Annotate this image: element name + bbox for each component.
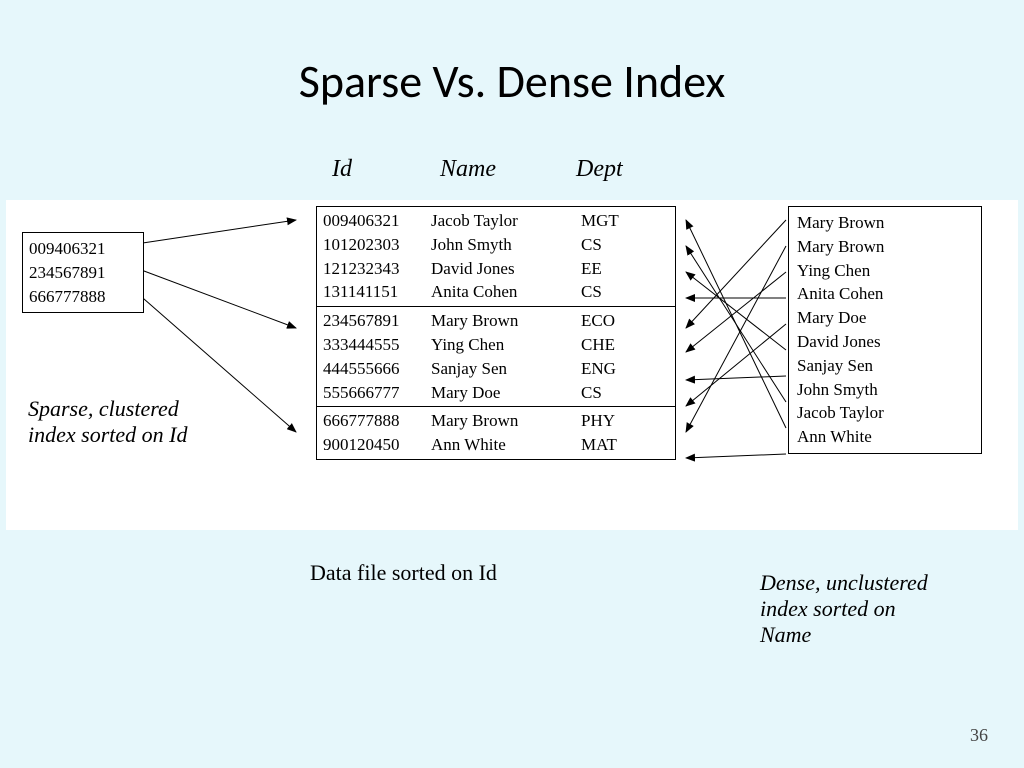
datafile-caption: Data file sorted on Id xyxy=(310,560,497,586)
dense-index-box: Mary BrownMary BrownYing ChenAnita Cohen… xyxy=(788,206,982,454)
data-cell: 666777888 xyxy=(323,409,431,433)
data-cell: 900120450 xyxy=(323,433,431,457)
data-cell: ENG xyxy=(581,357,641,381)
data-cell: David Jones xyxy=(431,257,581,281)
sparse-index-row: 009406321 xyxy=(29,237,137,261)
data-cell: 131141151 xyxy=(323,280,431,304)
data-cell: CHE xyxy=(581,333,641,357)
dense-index-row: John Smyth xyxy=(797,378,973,402)
data-cell: PHY xyxy=(581,409,641,433)
sparse-caption: Sparse, clustered index sorted on Id xyxy=(28,396,188,448)
data-row: 101202303John SmythCS xyxy=(323,233,669,257)
data-cell: Mary Brown xyxy=(431,309,581,333)
col-header-id: Id xyxy=(332,156,352,183)
dense-index-row: Sanjay Sen xyxy=(797,354,973,378)
data-cell: MAT xyxy=(581,433,641,457)
dense-index-row: Anita Cohen xyxy=(797,282,973,306)
dense-caption: Dense, unclustered index sorted on Name xyxy=(760,570,950,648)
data-cell: Ann White xyxy=(431,433,581,457)
dense-index-row: Jacob Taylor xyxy=(797,401,973,425)
data-cell: 009406321 xyxy=(323,209,431,233)
data-cell: 444555666 xyxy=(323,357,431,381)
dense-index-row: Mary Brown xyxy=(797,235,973,259)
data-cell: 555666777 xyxy=(323,381,431,405)
col-header-dept: Dept xyxy=(576,156,623,183)
data-cell: MGT xyxy=(581,209,641,233)
data-row: 666777888Mary BrownPHY xyxy=(323,409,669,433)
sparse-index-row: 666777888 xyxy=(29,285,137,309)
sparse-index-box: 009406321234567891666777888 xyxy=(22,232,144,313)
data-cell: John Smyth xyxy=(431,233,581,257)
data-cell: 333444555 xyxy=(323,333,431,357)
col-header-name: Name xyxy=(440,156,496,183)
data-cell: CS xyxy=(581,233,641,257)
data-block: 234567891Mary BrownECO333444555Ying Chen… xyxy=(317,307,675,407)
data-cell: CS xyxy=(581,280,641,304)
data-row: 333444555Ying ChenCHE xyxy=(323,333,669,357)
slide: Sparse Vs. Dense Index Id Name Dept 0094… xyxy=(0,0,1024,768)
data-cell: Anita Cohen xyxy=(431,280,581,304)
data-cell: Sanjay Sen xyxy=(431,357,581,381)
data-cell: Jacob Taylor xyxy=(431,209,581,233)
dense-index-row: Ying Chen xyxy=(797,259,973,283)
data-cell: 234567891 xyxy=(323,309,431,333)
data-row: 444555666Sanjay SenENG xyxy=(323,357,669,381)
data-row: 131141151Anita CohenCS xyxy=(323,280,669,304)
dense-index-row: Mary Doe xyxy=(797,306,973,330)
data-cell: 101202303 xyxy=(323,233,431,257)
data-cell: Ying Chen xyxy=(431,333,581,357)
data-file-box: 009406321Jacob TaylorMGT101202303John Sm… xyxy=(316,206,676,460)
dense-index-row: David Jones xyxy=(797,330,973,354)
sparse-index-row: 234567891 xyxy=(29,261,137,285)
page-number: 36 xyxy=(970,725,988,746)
data-row: 900120450Ann WhiteMAT xyxy=(323,433,669,457)
slide-title: Sparse Vs. Dense Index xyxy=(0,54,1024,110)
data-row: 121232343David JonesEE xyxy=(323,257,669,281)
data-cell: EE xyxy=(581,257,641,281)
data-block: 009406321Jacob TaylorMGT101202303John Sm… xyxy=(317,207,675,307)
data-block: 666777888Mary BrownPHY900120450Ann White… xyxy=(317,407,675,459)
data-cell: Mary Doe xyxy=(431,381,581,405)
data-row: 234567891Mary BrownECO xyxy=(323,309,669,333)
data-row: 555666777Mary DoeCS xyxy=(323,381,669,405)
data-cell: CS xyxy=(581,381,641,405)
data-row: 009406321Jacob TaylorMGT xyxy=(323,209,669,233)
data-cell: ECO xyxy=(581,309,641,333)
data-cell: 121232343 xyxy=(323,257,431,281)
dense-index-row: Mary Brown xyxy=(797,211,973,235)
dense-index-row: Ann White xyxy=(797,425,973,449)
data-cell: Mary Brown xyxy=(431,409,581,433)
